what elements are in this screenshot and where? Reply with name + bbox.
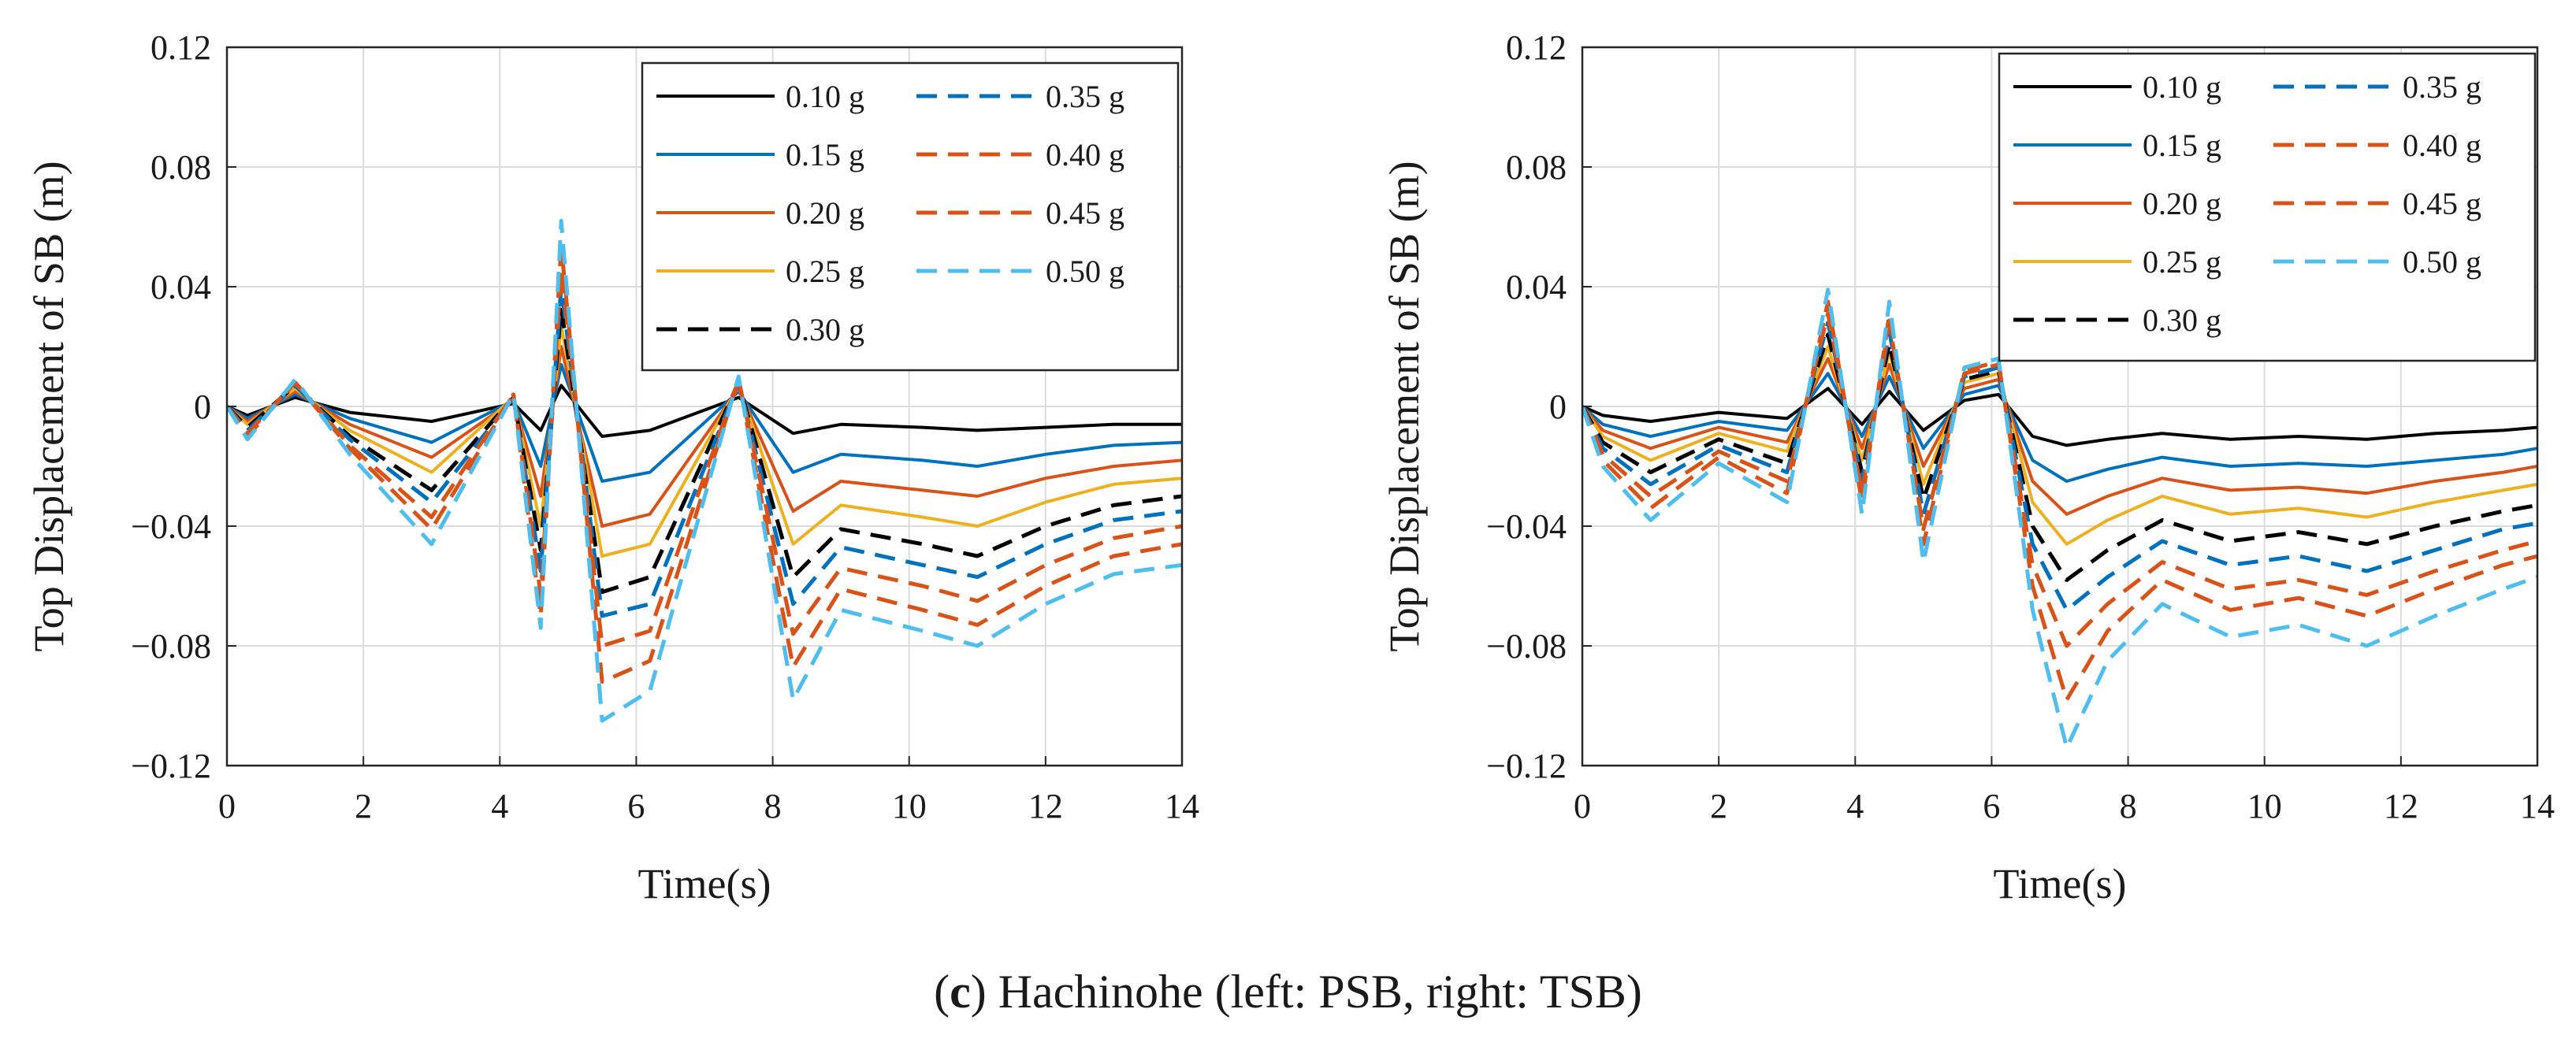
legend-label: 0.25 g	[2143, 244, 2221, 280]
legend-label: 0.45 g	[2403, 186, 2481, 221]
series-line-015g	[227, 362, 1182, 483]
x-tick-label: 2	[355, 787, 372, 825]
legend-label: 0.50 g	[1046, 254, 1124, 289]
series-line-020g	[227, 345, 1182, 528]
legend-label: 0.35 g	[2403, 69, 2481, 105]
x-tick-label: 4	[1846, 787, 1864, 825]
caption-letter: c	[950, 966, 971, 1018]
legend: 0.10 g 0.15 g 0.20 g 0.25 g 0.30 g 0.35 g 0.40…	[641, 61, 1180, 372]
x-tick-label: 2	[1710, 787, 1727, 825]
series-line-010g	[227, 384, 1182, 438]
legend-label: 0.10 g	[2143, 69, 2221, 105]
x-tick-label: 10	[892, 787, 927, 825]
chart-right: 0 2 4 6 8 10 12 14 0.12 0.08 0.04 0 −0.04 −0.08 −0.12 T…	[1381, 28, 2555, 907]
figure-caption: (c) Hachinohe (left: PSB, right: TSB)	[934, 966, 1642, 1018]
legend-label: 0.40 g	[1046, 137, 1124, 172]
legend-label: 0.10 g	[786, 79, 864, 114]
x-tick-label: 0	[218, 787, 236, 825]
x-tick-label: 8	[2120, 787, 2137, 825]
legend-label: 0.35 g	[1046, 79, 1124, 114]
legend-box	[1998, 52, 2537, 362]
legend: 0.10 g 0.15 g 0.20 g 0.25 g 0.30 g 0.35 g 0.40…	[1998, 52, 2537, 362]
legend-label: 0.15 g	[786, 137, 864, 172]
y-tick-label: 0	[194, 388, 211, 426]
y-tick-label: 0.12	[1506, 28, 1567, 67]
x-tick-label: 0	[1574, 787, 1591, 825]
series-group	[1582, 287, 2537, 750]
legend-label: 0.25 g	[786, 254, 864, 289]
series-group	[227, 218, 1182, 723]
y-tick-label: 0.12	[151, 28, 211, 67]
y-tick-label: 0.04	[151, 268, 211, 306]
y-tick-label: −0.08	[1486, 627, 1567, 666]
y-axis-label: Top Displacement of SB (m)	[25, 161, 72, 651]
legend-label: 0.45 g	[1046, 195, 1124, 231]
y-tick-label: 0.08	[1506, 148, 1567, 187]
x-tick-label: 8	[764, 787, 782, 825]
legend-label: 0.30 g	[2143, 302, 2221, 338]
chart-left: 0 2 4 6 8 10 12 14 0.12 0.08 0.04 0 −0.04 −0.08 −0.12 T…	[25, 28, 1199, 907]
legend-label: 0.40 g	[2403, 128, 2481, 163]
x-tick-label: 14	[2520, 787, 2555, 825]
x-tick-label: 6	[1983, 787, 2000, 825]
legend-label: 0.30 g	[786, 312, 864, 347]
y-tick-label: 0.04	[1506, 268, 1567, 306]
y-tick-label: 0	[1549, 388, 1567, 426]
legend-label: 0.20 g	[2143, 186, 2221, 221]
caption-text: Hachinohe (left: PSB, right: TSB)	[986, 966, 1642, 1018]
x-tick-label: 4	[491, 787, 508, 825]
legend-label: 0.15 g	[2143, 128, 2221, 163]
series-line-050g	[227, 218, 1182, 723]
legend-label: 0.50 g	[2403, 244, 2481, 280]
legend-label: 0.20 g	[786, 195, 864, 231]
series-line-035g	[227, 284, 1182, 618]
y-tick-label: 0.08	[151, 148, 211, 187]
legend-box	[641, 61, 1180, 372]
y-tick-label: −0.12	[1486, 747, 1567, 785]
x-tick-label: 12	[1028, 787, 1063, 825]
series-line-025g	[1582, 345, 2537, 546]
y-tick-label: −0.08	[131, 627, 211, 666]
x-tick-label: 6	[627, 787, 645, 825]
series-line-030g	[1582, 332, 2537, 582]
series-line-045g	[227, 243, 1182, 684]
series-line-025g	[227, 324, 1182, 558]
x-tick-label: 10	[2247, 787, 2282, 825]
y-tick-label: −0.04	[1486, 507, 1567, 546]
series-line-015g	[1582, 372, 2537, 483]
x-tick-label: 12	[2384, 787, 2418, 825]
series-line-035g	[1582, 321, 2537, 612]
x-axis-label: Time(s)	[637, 860, 771, 907]
y-axis-label: Top Displacement of SB (m)	[1381, 161, 1428, 651]
x-axis-label: Time(s)	[1993, 860, 2126, 907]
y-tick-label: −0.12	[131, 747, 211, 785]
x-tick-label: 14	[1165, 787, 1199, 825]
series-line-010g	[1582, 387, 2537, 447]
y-tick-label: −0.04	[131, 507, 211, 546]
